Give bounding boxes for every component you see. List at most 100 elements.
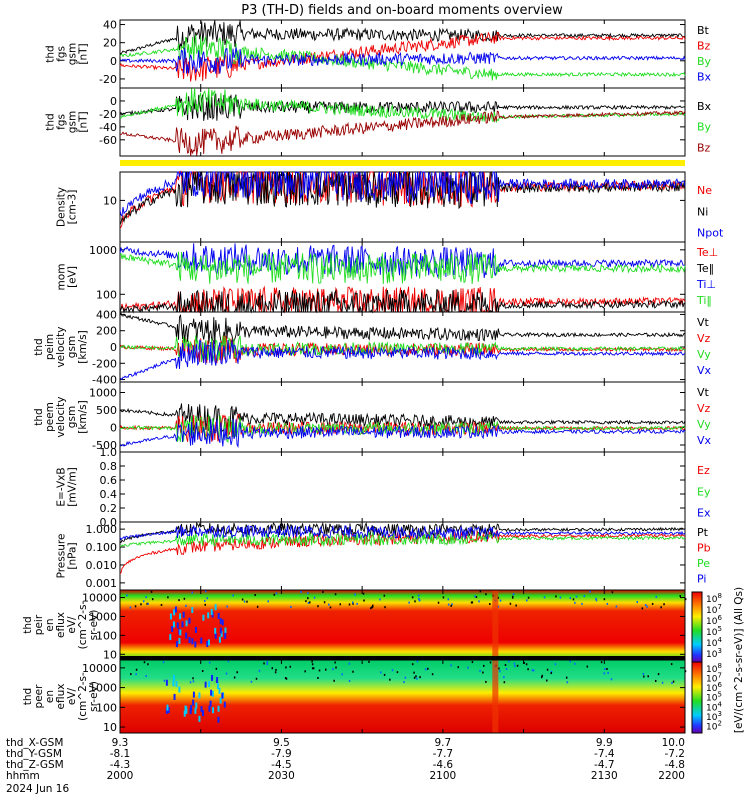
heatmap-speckle (304, 670, 306, 673)
heatmap-speckle (329, 606, 332, 609)
heatmap-speckle (311, 667, 314, 670)
heatmap-streak (179, 629, 182, 636)
heatmap-speckle (323, 601, 326, 604)
y-tick-label: 10 (103, 648, 117, 661)
heatmap-speckle (595, 597, 597, 600)
heatmap-speckle (332, 668, 334, 671)
legend-Bt: Bt (697, 24, 710, 37)
heatmap-speckle (600, 661, 603, 664)
y-tick-label: 10000 (82, 592, 117, 605)
plot-title: P3 (TH-D) fields and on-board moments ov… (241, 3, 563, 18)
heatmap-spectrogram (120, 660, 685, 733)
heatmap-speckle (566, 681, 569, 684)
heatmap-speckle (368, 660, 370, 663)
heatmap-streak (207, 612, 210, 619)
legend-Vt: Vt (697, 316, 710, 329)
heatmap-speckle (285, 666, 287, 669)
heatmap-speckle (655, 595, 658, 598)
x-tick-value: 10.0 (662, 737, 685, 749)
heatmap-speckle (273, 593, 276, 596)
y-tick-label: 1.0 (100, 446, 118, 459)
y-axis-label: Pressure (56, 534, 68, 579)
y-tick-label: 500 (96, 404, 117, 417)
heatmap-speckle (546, 668, 549, 671)
heatmap-speckle (129, 606, 132, 609)
y-tick-label: 20 (103, 37, 117, 50)
y-tick-label: 1000 (89, 387, 117, 400)
x-tick-value: 9.5 (273, 737, 290, 749)
heatmap-speckle (672, 680, 675, 683)
heatmap-speckle (341, 673, 343, 676)
panel-1: 40 20 0 -20 thd fgs gsm [nT] Bt Bz By Bx (45, 19, 712, 89)
y-tick-label: 100 (96, 701, 117, 714)
panel-4: 1000 100 mom [eV] Te⊥ Te‖ Ti⊥ Ti‖ (56, 241, 718, 314)
y-tick-label: -400 (92, 374, 117, 387)
panel-6: 1000 500 0 -500 thd peem velocity gsm [km/s] Vt Vz… (33, 381, 712, 453)
colorbar-tick-exponent: 6 (717, 681, 722, 689)
heatmap-speckle (147, 602, 149, 605)
panel-frame (119, 451, 686, 523)
heatmap-streak (218, 687, 221, 694)
heatmap-speckle (543, 596, 546, 599)
heatmap-speckle (586, 665, 589, 668)
panel-10: 10000 1000 100 10 thd peer en eflux eV/(cm^2-s-s… (22, 659, 687, 734)
x-tick-value: 2030 (268, 770, 295, 782)
heatmap-speckle (189, 681, 192, 684)
panel-7: 1.00.80.60.40.20.0 E=-VxB [mV/m] Ez Ey Ex (56, 446, 711, 529)
heatmap-speckle (413, 676, 416, 679)
heatmap-speckle (497, 596, 500, 599)
heatmap-speckle (192, 677, 194, 680)
heatmap-speckle (572, 598, 575, 601)
y-axis-label: eflux (55, 612, 67, 638)
heatmap-speckle (150, 590, 153, 593)
heatmap-speckle (266, 662, 269, 665)
y-axis-label: [nT] (78, 111, 90, 132)
heatmap-speckle (606, 602, 609, 605)
heatmap-streak (191, 606, 194, 613)
legend-By: By (697, 121, 712, 134)
y-axis-label: (cm^2-s- (77, 600, 89, 649)
heatmap-speckle (274, 671, 277, 674)
heatmap-speckle (604, 667, 606, 670)
heatmap-speckle (311, 663, 314, 666)
series-Bx-line (119, 47, 686, 75)
heatmap-speckle (389, 678, 391, 681)
heatmap-streak (202, 614, 205, 621)
panel-8: 1.000 0.100 0.010 0.001 Pressure [nPa] Pt Pb Pe P… (56, 521, 711, 591)
x-tick-value: 9.9 (596, 737, 613, 749)
heatmap-speckle (583, 595, 586, 598)
heatmap-streak (211, 674, 214, 681)
heatmap-speckle (467, 666, 469, 669)
y-axis-label: fgs (56, 114, 68, 130)
x-row-label: thd_Z-GSM (6, 759, 64, 771)
heatmap-speckle (424, 668, 427, 671)
heatmap-streak (211, 690, 214, 697)
colorbar-label: [eV/(cm^2-s-sr-eV)] (All Qs) (733, 587, 745, 733)
heatmap-speckle (130, 673, 132, 676)
heatmap-streak (192, 699, 195, 706)
legend-Ex: Ex (697, 507, 711, 520)
heatmap-speckle (414, 600, 416, 603)
legend-Npot: Npot (697, 227, 724, 240)
x-row-label: hhmm (6, 770, 40, 782)
heatmap-speckle (416, 660, 419, 663)
heatmap-streak (175, 681, 178, 688)
heatmap-streak (173, 674, 176, 681)
heatmap-speckle (575, 595, 578, 598)
heatmap-streak (214, 632, 217, 639)
y-tick-label: 10 (103, 721, 117, 734)
heatmap-speckle (550, 672, 553, 675)
heatmap-speckle (356, 602, 358, 605)
y-tick-label: -20 (99, 73, 117, 86)
heatmap-speckle (309, 601, 311, 604)
heatmap-streak (210, 608, 213, 615)
heatmap-streak (206, 641, 209, 648)
heatmap-speckle (227, 660, 230, 663)
heatmap-speckle (550, 670, 553, 673)
heatmap-speckle (684, 670, 687, 673)
heatmap-speckle (574, 601, 576, 604)
heatmap-speckle (643, 675, 645, 678)
heatmap-streak (172, 621, 175, 628)
heatmap-streak (171, 625, 174, 632)
panel-5: 400 200 0 -200 -400 thd peim velocity gsm [km/s] V… (33, 308, 712, 386)
